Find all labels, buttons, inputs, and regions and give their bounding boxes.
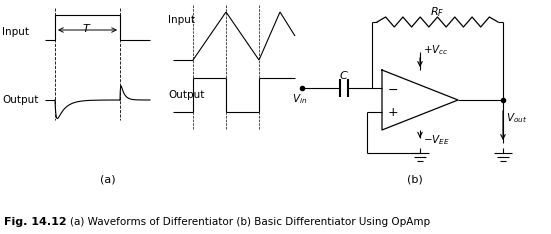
Text: Fig. 14.12: Fig. 14.12 — [4, 217, 67, 227]
Text: $-$: $-$ — [387, 83, 398, 95]
Text: $+V_{cc}$: $+V_{cc}$ — [423, 43, 449, 57]
Text: $+$: $+$ — [387, 106, 398, 120]
Text: (b): (b) — [407, 175, 423, 185]
Text: $V_{in}$: $V_{in}$ — [293, 92, 307, 106]
Text: (a) Waveforms of Differentiator (b) Basic Differentiator Using OpAmp: (a) Waveforms of Differentiator (b) Basi… — [70, 217, 430, 227]
Text: $R_F$: $R_F$ — [430, 5, 445, 19]
Text: $-V_{EE}$: $-V_{EE}$ — [423, 133, 450, 147]
Text: $V_{out}$: $V_{out}$ — [506, 111, 527, 125]
Text: Output: Output — [168, 90, 204, 100]
Text: (a): (a) — [100, 175, 116, 185]
Text: Input: Input — [2, 27, 29, 37]
Text: Input: Input — [168, 15, 195, 25]
Text: Output: Output — [2, 95, 39, 105]
Text: $C$: $C$ — [339, 69, 349, 81]
Text: $T$: $T$ — [82, 22, 92, 34]
